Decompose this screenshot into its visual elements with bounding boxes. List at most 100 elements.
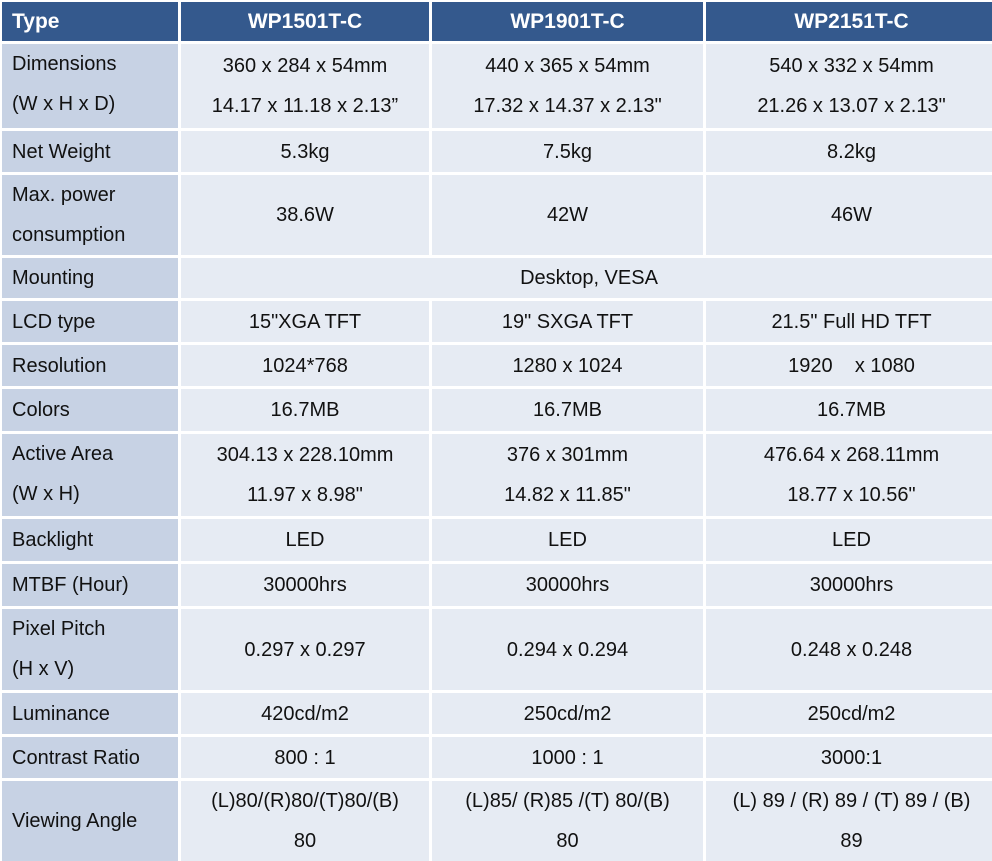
spec-value-line: 476.64 x 268.11mm xyxy=(763,444,940,466)
spec-value-line: 19" SXGA TFT xyxy=(501,310,634,333)
spec-value-line: 304.13 x 228.10mm xyxy=(216,444,394,466)
row-label-line: Luminance xyxy=(12,702,110,725)
spec-value-line: 16.7MB xyxy=(270,399,340,421)
spec-value-line: 0.248 x 0.248 xyxy=(790,638,913,661)
spec-value-line: 360 x 284 x 54mm xyxy=(222,55,388,77)
spec-value-line: 30000hrs xyxy=(525,574,610,596)
row-label-line: Max. power xyxy=(12,184,116,206)
spec-value: LED xyxy=(181,519,429,561)
spec-value-line: 17.32 x 14.37 x 2.13" xyxy=(473,95,662,117)
header-model-wp1501t: WP1501T-C xyxy=(181,2,429,41)
row-label: Colors xyxy=(2,389,178,431)
spec-value-line: 21.5" Full HD TFT xyxy=(771,310,932,333)
row-label: Backlight xyxy=(2,519,178,561)
spec-value-line: 15"XGA TFT xyxy=(248,310,362,333)
row-label: Luminance xyxy=(2,693,178,734)
row-label-line: Backlight xyxy=(12,529,94,551)
spec-value-line: 30000hrs xyxy=(263,574,347,596)
spec-value-line: Desktop, VESA xyxy=(520,267,658,289)
spec-value-line: 440 x 365 x 54mm xyxy=(485,55,650,77)
spec-value: 38.6W xyxy=(181,175,429,255)
spec-value-line: LED xyxy=(832,529,871,551)
spec-value-line: LED xyxy=(285,529,325,551)
spec-value: 15"XGA TFT xyxy=(181,301,429,342)
spec-value-line: 420cd/m2 xyxy=(261,702,349,725)
row-label-line: Viewing Angle xyxy=(12,810,138,832)
spec-value: 1920 x 1080 xyxy=(706,345,992,386)
spec-value-line: 80 xyxy=(293,830,317,852)
row-label: Net Weight xyxy=(2,131,178,172)
spec-value: 0.248 x 0.248 xyxy=(706,609,992,690)
spec-value: Desktop, VESA xyxy=(181,258,992,298)
spec-value: 16.7MB xyxy=(432,389,703,431)
row-label: Pixel Pitch (H x V) xyxy=(2,609,178,690)
spec-value-line: 14.82 x 11.85" xyxy=(504,484,631,506)
spec-value: 440 x 365 x 54mm 17.32 x 14.37 x 2.13" xyxy=(432,44,703,128)
row-label-line: Resolution xyxy=(12,354,107,377)
header-type: Type xyxy=(2,2,178,41)
spec-value-line: 38.6W xyxy=(276,204,334,226)
spec-value: 1024*768 xyxy=(181,345,429,386)
spec-value-line: 0.294 x 0.294 xyxy=(506,638,629,661)
spec-value: 8.2kg xyxy=(706,131,992,172)
row-label: LCD type xyxy=(2,301,178,342)
spec-value-line: 30000hrs xyxy=(809,574,894,596)
spec-value: 0.294 x 0.294 xyxy=(432,609,703,690)
spec-value-line: 46W xyxy=(830,204,873,226)
spec-value-line: 80 xyxy=(556,830,579,852)
spec-value: 46W xyxy=(706,175,992,255)
spec-value: (L)80/(R)80/(T)80/(B) 80 xyxy=(181,781,429,861)
spec-value-line: (L) 89 / (R) 89 / (T) 89 / (B) xyxy=(732,790,971,812)
row-label-line: Net Weight xyxy=(12,140,111,163)
spec-value: 16.7MB xyxy=(181,389,429,431)
spec-value-line: 250cd/m2 xyxy=(807,702,896,725)
spec-value-line: 250cd/m2 xyxy=(523,702,612,725)
row-label-line: Active Area xyxy=(12,443,114,465)
spec-value-line: 42W xyxy=(546,204,589,226)
row-label: Max. power consumption xyxy=(2,175,178,255)
spec-value-line: 18.77 x 10.56" xyxy=(787,484,916,506)
row-label-line: (H x V) xyxy=(12,658,75,680)
spec-value: 30000hrs xyxy=(706,564,992,606)
row-label-line: consumption xyxy=(12,224,126,246)
row-label: MTBF (Hour) xyxy=(2,564,178,606)
spec-value: 304.13 x 228.10mm 11.97 x 8.98" xyxy=(181,434,429,516)
spec-value: 21.5" Full HD TFT xyxy=(706,301,992,342)
spec-value-line: 16.7MB xyxy=(817,399,886,421)
row-label-line: Pixel Pitch xyxy=(12,618,106,640)
spec-value-line: 376 x 301mm xyxy=(506,444,629,466)
spec-value: 5.3kg xyxy=(181,131,429,172)
spec-value: 1280 x 1024 xyxy=(432,345,703,386)
spec-value: 30000hrs xyxy=(181,564,429,606)
spec-value: 800 : 1 xyxy=(181,737,429,778)
spec-value: 3000:1 xyxy=(706,737,992,778)
row-label-line: (W x H) xyxy=(12,483,80,505)
spec-value-line: 8.2kg xyxy=(827,140,876,163)
row-label-line: LCD type xyxy=(12,310,96,333)
spec-value-line: LED xyxy=(548,529,587,551)
row-label-line: (W x H x D) xyxy=(12,93,116,115)
spec-value-line: 11.97 x 8.98" xyxy=(247,484,363,506)
spec-value: 540 x 332 x 54mm 21.26 x 13.07 x 2.13" xyxy=(706,44,992,128)
spec-value-line: 21.26 x 13.07 x 2.13" xyxy=(757,95,946,117)
spec-value: 376 x 301mm 14.82 x 11.85" xyxy=(432,434,703,516)
spec-value: 0.297 x 0.297 xyxy=(181,609,429,690)
spec-value: (L)85/ (R)85 /(T) 80/(B) 80 xyxy=(432,781,703,861)
spec-value-line: 1000 : 1 xyxy=(531,746,604,769)
spec-value-line: 89 xyxy=(840,830,863,852)
spec-value-line: 800 : 1 xyxy=(274,746,336,769)
spec-value-line: 0.297 x 0.297 xyxy=(244,638,366,661)
spec-value: 250cd/m2 xyxy=(432,693,703,734)
spec-value-line: (L)85/ (R)85 /(T) 80/(B) xyxy=(465,790,670,812)
row-label: Dimensions (W x H x D) xyxy=(2,44,178,128)
row-label: Mounting xyxy=(2,258,178,298)
spec-value-line: 1920 x 1080 xyxy=(788,354,915,377)
row-label-line: Mounting xyxy=(12,267,95,289)
header-model-wp1901t: WP1901T-C xyxy=(432,2,703,41)
spec-value: LED xyxy=(432,519,703,561)
row-label: Active Area (W x H) xyxy=(2,434,178,516)
spec-value-line: (L)80/(R)80/(T)80/(B) xyxy=(211,790,399,812)
spec-value: 420cd/m2 xyxy=(181,693,429,734)
spec-value: 360 x 284 x 54mm 14.17 x 11.18 x 2.13” xyxy=(181,44,429,128)
